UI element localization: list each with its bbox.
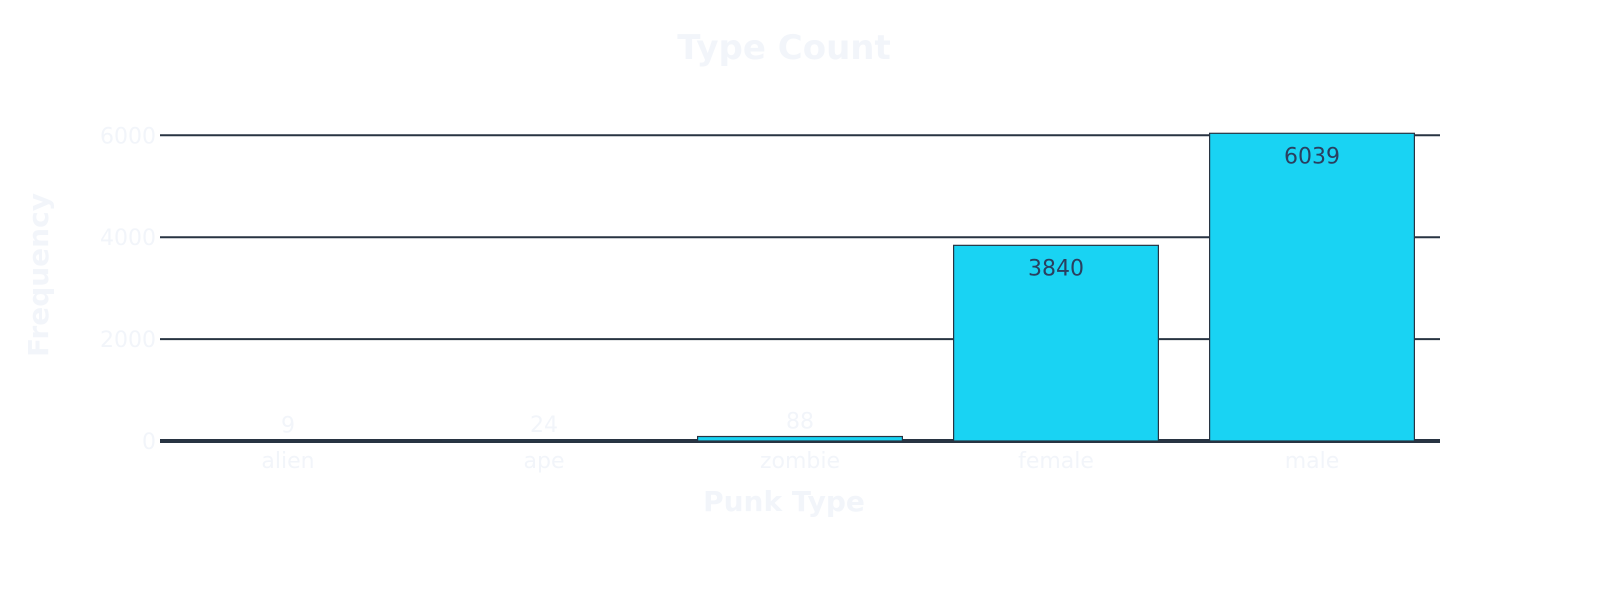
data-label-male: 6039 — [1284, 144, 1340, 169]
bar-alien — [185, 439, 392, 442]
chart-title: Type Count — [677, 28, 891, 68]
y-tick-label: 2000 — [100, 328, 156, 353]
y-axis-title: Frequency — [22, 193, 55, 357]
x-tick-label-alien: alien — [261, 449, 314, 474]
bars — [185, 132, 1415, 442]
x-tick-label-zombie: zombie — [760, 449, 840, 474]
x-tick-label-male: male — [1285, 449, 1340, 474]
data-label-alien: 9 — [281, 414, 295, 439]
bar-zombie — [696, 435, 903, 442]
x-axis-title: Punk Type — [703, 485, 865, 518]
bar-male — [1208, 132, 1415, 442]
data-label-ape: 24 — [530, 413, 558, 438]
bar-female — [952, 244, 1159, 442]
y-tick-label: 0 — [142, 430, 156, 455]
data-label-female: 3840 — [1028, 256, 1084, 281]
x-tick-label-female: female — [1018, 449, 1094, 474]
y-tick-labels: 0 2000 4000 6000 — [100, 124, 156, 455]
x-tick-label-ape: ape — [524, 449, 565, 474]
data-labels: 9 24 88 3840 6039 — [281, 144, 1340, 438]
x-tick-labels: alien ape zombie female male — [261, 449, 1339, 474]
bar-ape — [441, 439, 648, 442]
data-label-zombie: 88 — [786, 410, 814, 435]
y-tick-label: 4000 — [100, 226, 156, 251]
y-tick-label: 6000 — [100, 124, 156, 149]
